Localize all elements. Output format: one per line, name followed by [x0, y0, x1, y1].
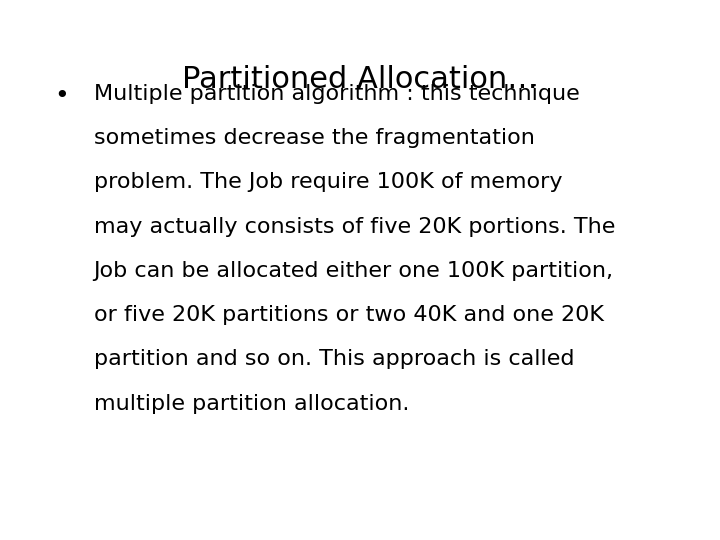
Text: •: • — [54, 84, 68, 107]
Text: Multiple partition algorithm : this technique: Multiple partition algorithm : this tech… — [94, 84, 580, 104]
Text: Job can be allocated either one 100K partition,: Job can be allocated either one 100K par… — [94, 261, 613, 281]
Text: problem. The Job require 100K of memory: problem. The Job require 100K of memory — [94, 172, 562, 192]
Text: sometimes decrease the fragmentation: sometimes decrease the fragmentation — [94, 128, 534, 148]
Text: partition and so on. This approach is called: partition and so on. This approach is ca… — [94, 349, 574, 369]
Text: multiple partition allocation.: multiple partition allocation. — [94, 394, 409, 414]
Text: Partitioned Allocation…: Partitioned Allocation… — [182, 65, 538, 94]
Text: or five 20K partitions or two 40K and one 20K: or five 20K partitions or two 40K and on… — [94, 305, 603, 325]
Text: may actually consists of five 20K portions. The: may actually consists of five 20K portio… — [94, 217, 615, 237]
